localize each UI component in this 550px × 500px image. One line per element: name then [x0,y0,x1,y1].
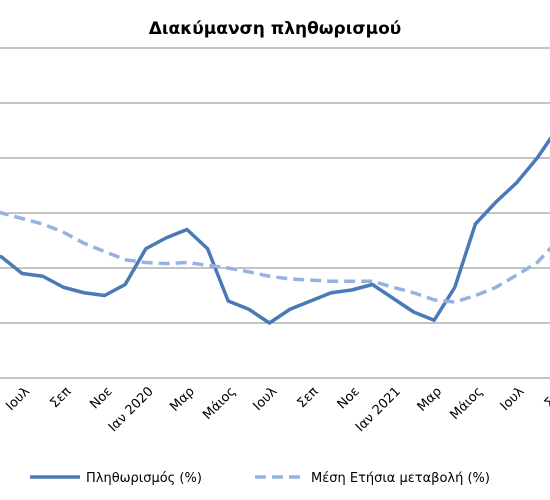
x-tick-label: Σεπ [47,384,74,411]
x-tick-label: Νοε [335,384,363,412]
chart-title: Διακύμανση πληθωρισμού [149,19,402,39]
x-tick-label: Μάιος [200,384,239,423]
x-tick-label: Μαρ [415,384,445,414]
series-line [0,136,550,325]
x-tick-label: Ιαν 2020 [106,384,157,435]
x-tick-label: Ιουλ [251,384,281,414]
x-tick-label: Μάιος [447,384,486,423]
series-line [0,211,550,304]
x-tick-label: Ιαν 2021 [353,384,404,435]
x-tick-label: Ιουλ [498,384,528,414]
legend-label: Μέση Ετήσια μεταβολή (%) [311,471,490,486]
x-tick-label: Μαρ [167,384,197,414]
x-tick-label: Σεπ [542,384,550,411]
x-tick-label: Σεπ [295,384,322,411]
legend-label: Πληθωρισμός (%) [86,471,202,486]
x-tick-label: Ιουλ [3,384,33,414]
x-tick-label: Νοε [87,384,115,412]
